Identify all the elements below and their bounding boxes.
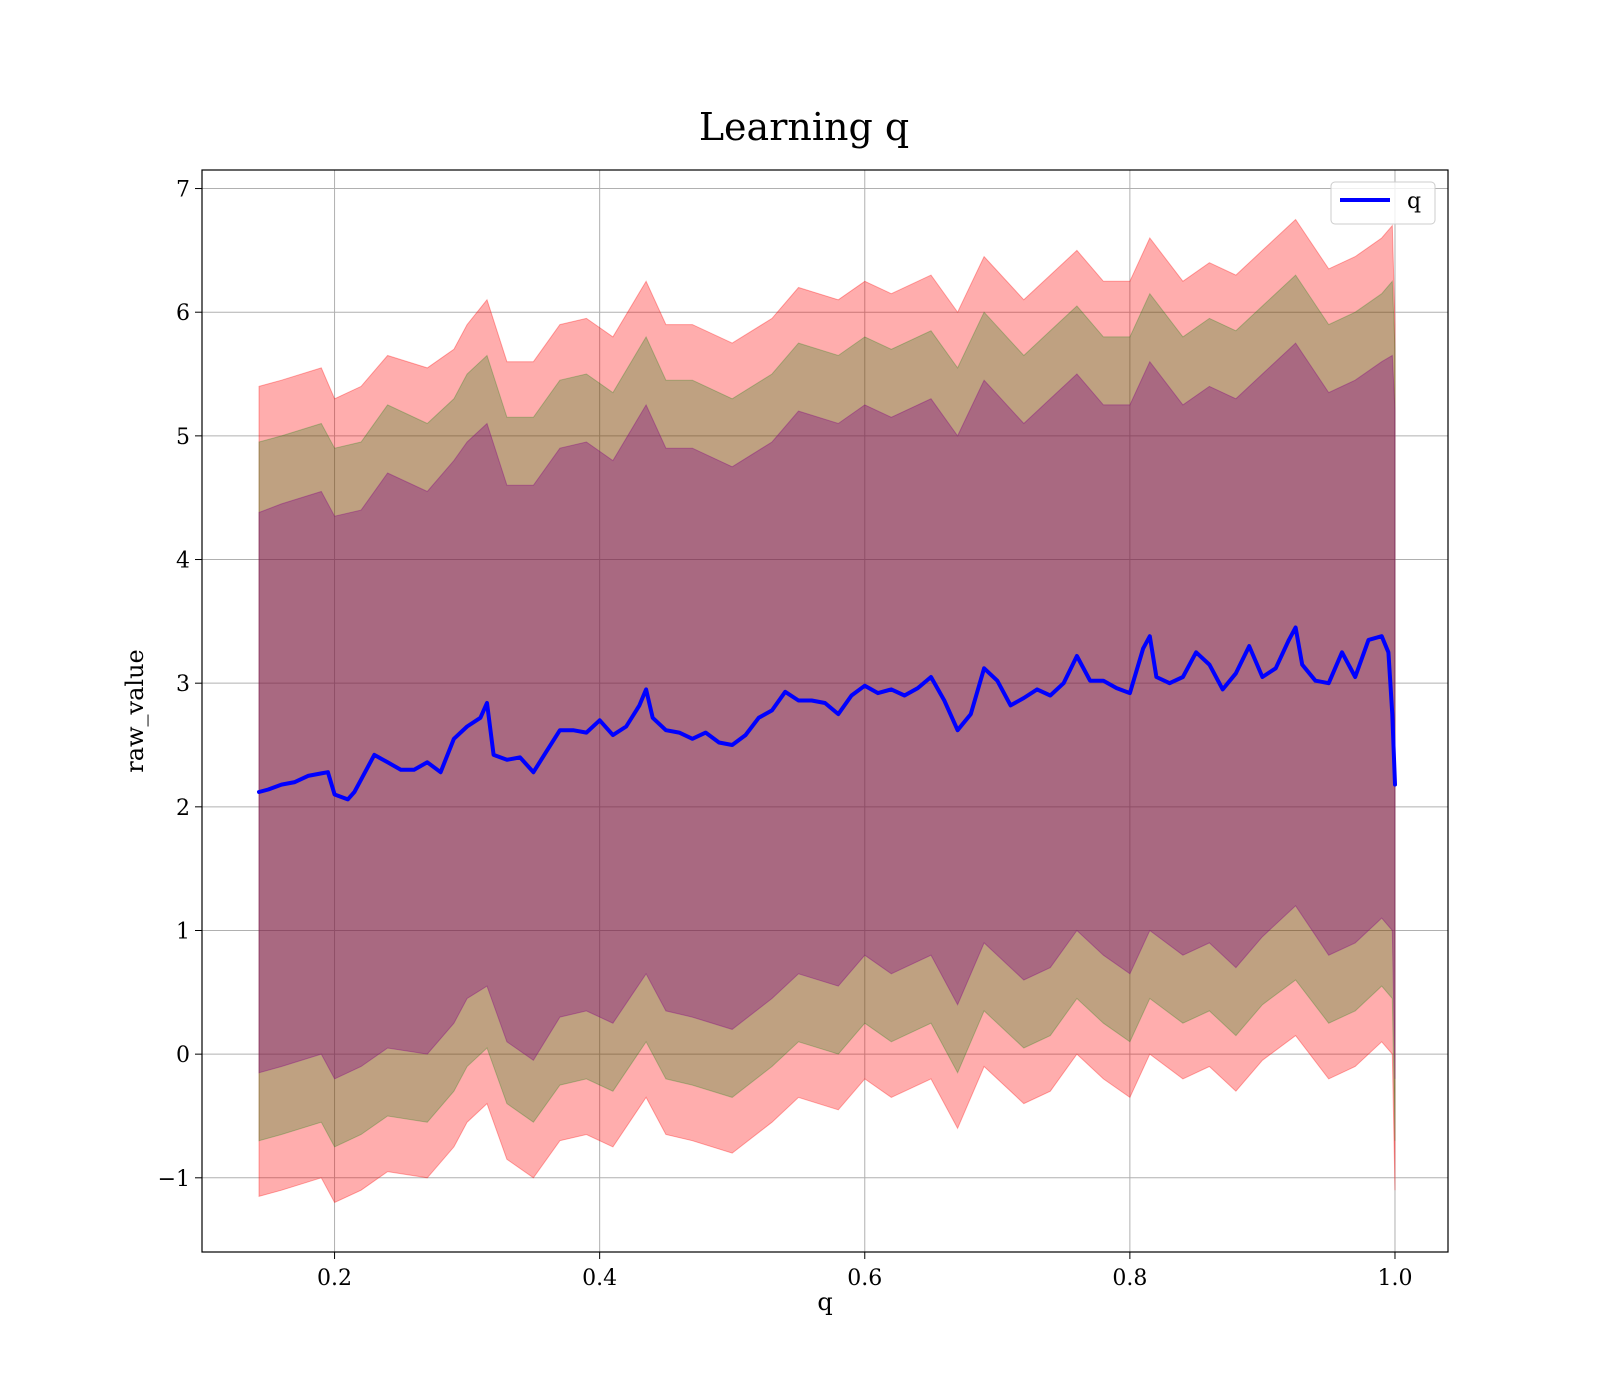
y-tick-label: 0 (176, 1043, 190, 1068)
y-tick-label: 7 (176, 178, 190, 203)
x-tick-label: 0.6 (847, 1266, 882, 1291)
y-axis-ticks: −1 0 1 2 3 4 5 6 7 (158, 178, 202, 1192)
plot-frame (201, 169, 1449, 1253)
legend: q (1330, 181, 1436, 225)
y-tick-label: 6 (176, 301, 190, 326)
y-tick-label: 5 (176, 425, 190, 450)
x-tick-label: 0.8 (1112, 1266, 1147, 1291)
series-line-q (257, 625, 1397, 802)
legend-label-q: q (1407, 189, 1421, 214)
x-axis-ticks: 0.2 0.4 0.6 0.8 1.0 (317, 1252, 1412, 1291)
band-2 (258, 342, 1396, 1080)
confidence-bands (258, 218, 1396, 1204)
band-0 (258, 218, 1396, 1204)
chart-title: Learning q (699, 105, 909, 149)
y-tick-label: 2 (176, 796, 190, 821)
y-tick-label: 1 (176, 919, 190, 944)
band-1 (258, 274, 1396, 1148)
x-tick-label: 0.2 (317, 1266, 352, 1291)
series-lines (257, 625, 1397, 802)
y-tick-label: 3 (176, 672, 190, 697)
legend-frame (1330, 181, 1436, 225)
y-axis-label: raw_value (121, 649, 149, 773)
y-tick-label: 4 (176, 549, 190, 574)
x-axis-label: q (817, 1288, 832, 1316)
y-tick-label: −1 (158, 1167, 190, 1192)
x-tick-label: 1.0 (1377, 1266, 1412, 1291)
x-tick-label: 0.4 (582, 1266, 617, 1291)
grid-lines (202, 170, 1448, 1252)
